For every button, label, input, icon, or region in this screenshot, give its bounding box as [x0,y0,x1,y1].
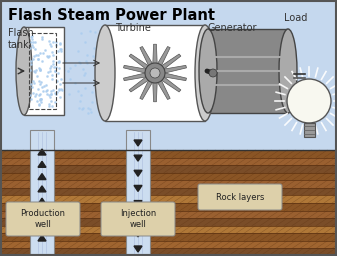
Polygon shape [134,246,142,252]
Bar [0,180,337,188]
Polygon shape [140,47,153,66]
Circle shape [209,69,217,77]
Ellipse shape [16,27,32,115]
Ellipse shape [95,25,115,121]
Bar [304,123,315,137]
Bar [0,158,337,165]
Bar [0,195,337,203]
Bar [208,29,288,113]
Polygon shape [161,77,181,92]
Polygon shape [134,140,142,146]
Polygon shape [129,54,149,69]
Bar [24,27,64,115]
FancyBboxPatch shape [6,202,80,236]
Text: Load: Load [284,13,308,23]
Bar [0,233,337,241]
Text: Generator: Generator [208,23,257,33]
Ellipse shape [279,29,297,113]
Polygon shape [38,161,46,167]
Polygon shape [153,82,157,102]
Circle shape [150,68,160,78]
Polygon shape [38,223,46,229]
Polygon shape [140,80,153,100]
Polygon shape [124,73,146,81]
Text: Production
well: Production well [21,209,65,229]
Polygon shape [134,216,142,222]
Bar [0,226,337,233]
Polygon shape [157,80,170,100]
Bar [0,173,337,180]
Bar [0,211,337,218]
Polygon shape [134,200,142,207]
Polygon shape [38,174,46,179]
Bar [126,130,150,254]
Polygon shape [164,65,186,73]
Polygon shape [164,73,186,81]
Bar [0,165,337,173]
Polygon shape [38,210,46,216]
Bar [0,188,337,195]
Bar [29,33,56,109]
Bar [0,0,337,150]
Bar [105,25,205,121]
Polygon shape [134,231,142,237]
Text: Flash
tank: Flash tank [8,28,34,50]
Polygon shape [129,77,149,92]
Polygon shape [134,185,142,191]
Polygon shape [38,149,46,155]
Polygon shape [38,186,46,192]
FancyBboxPatch shape [198,184,282,210]
FancyBboxPatch shape [101,202,175,236]
Text: Injection
well: Injection well [120,209,156,229]
Text: Turbine: Turbine [115,23,151,33]
Bar [0,248,337,256]
Polygon shape [38,235,46,241]
Polygon shape [134,155,142,161]
Polygon shape [38,198,46,204]
Ellipse shape [195,25,215,121]
Circle shape [145,63,165,83]
Polygon shape [124,65,146,73]
Polygon shape [157,47,170,66]
Bar [0,203,337,211]
Bar [0,218,337,226]
Polygon shape [134,170,142,176]
Polygon shape [153,44,157,64]
Text: Rock layers: Rock layers [216,193,264,201]
Ellipse shape [199,29,217,113]
Bar [0,241,337,248]
Bar [0,150,337,158]
Circle shape [287,79,331,123]
Text: Flash Steam Power Plant: Flash Steam Power Plant [8,8,215,23]
Bar [30,130,54,254]
Polygon shape [161,54,181,69]
